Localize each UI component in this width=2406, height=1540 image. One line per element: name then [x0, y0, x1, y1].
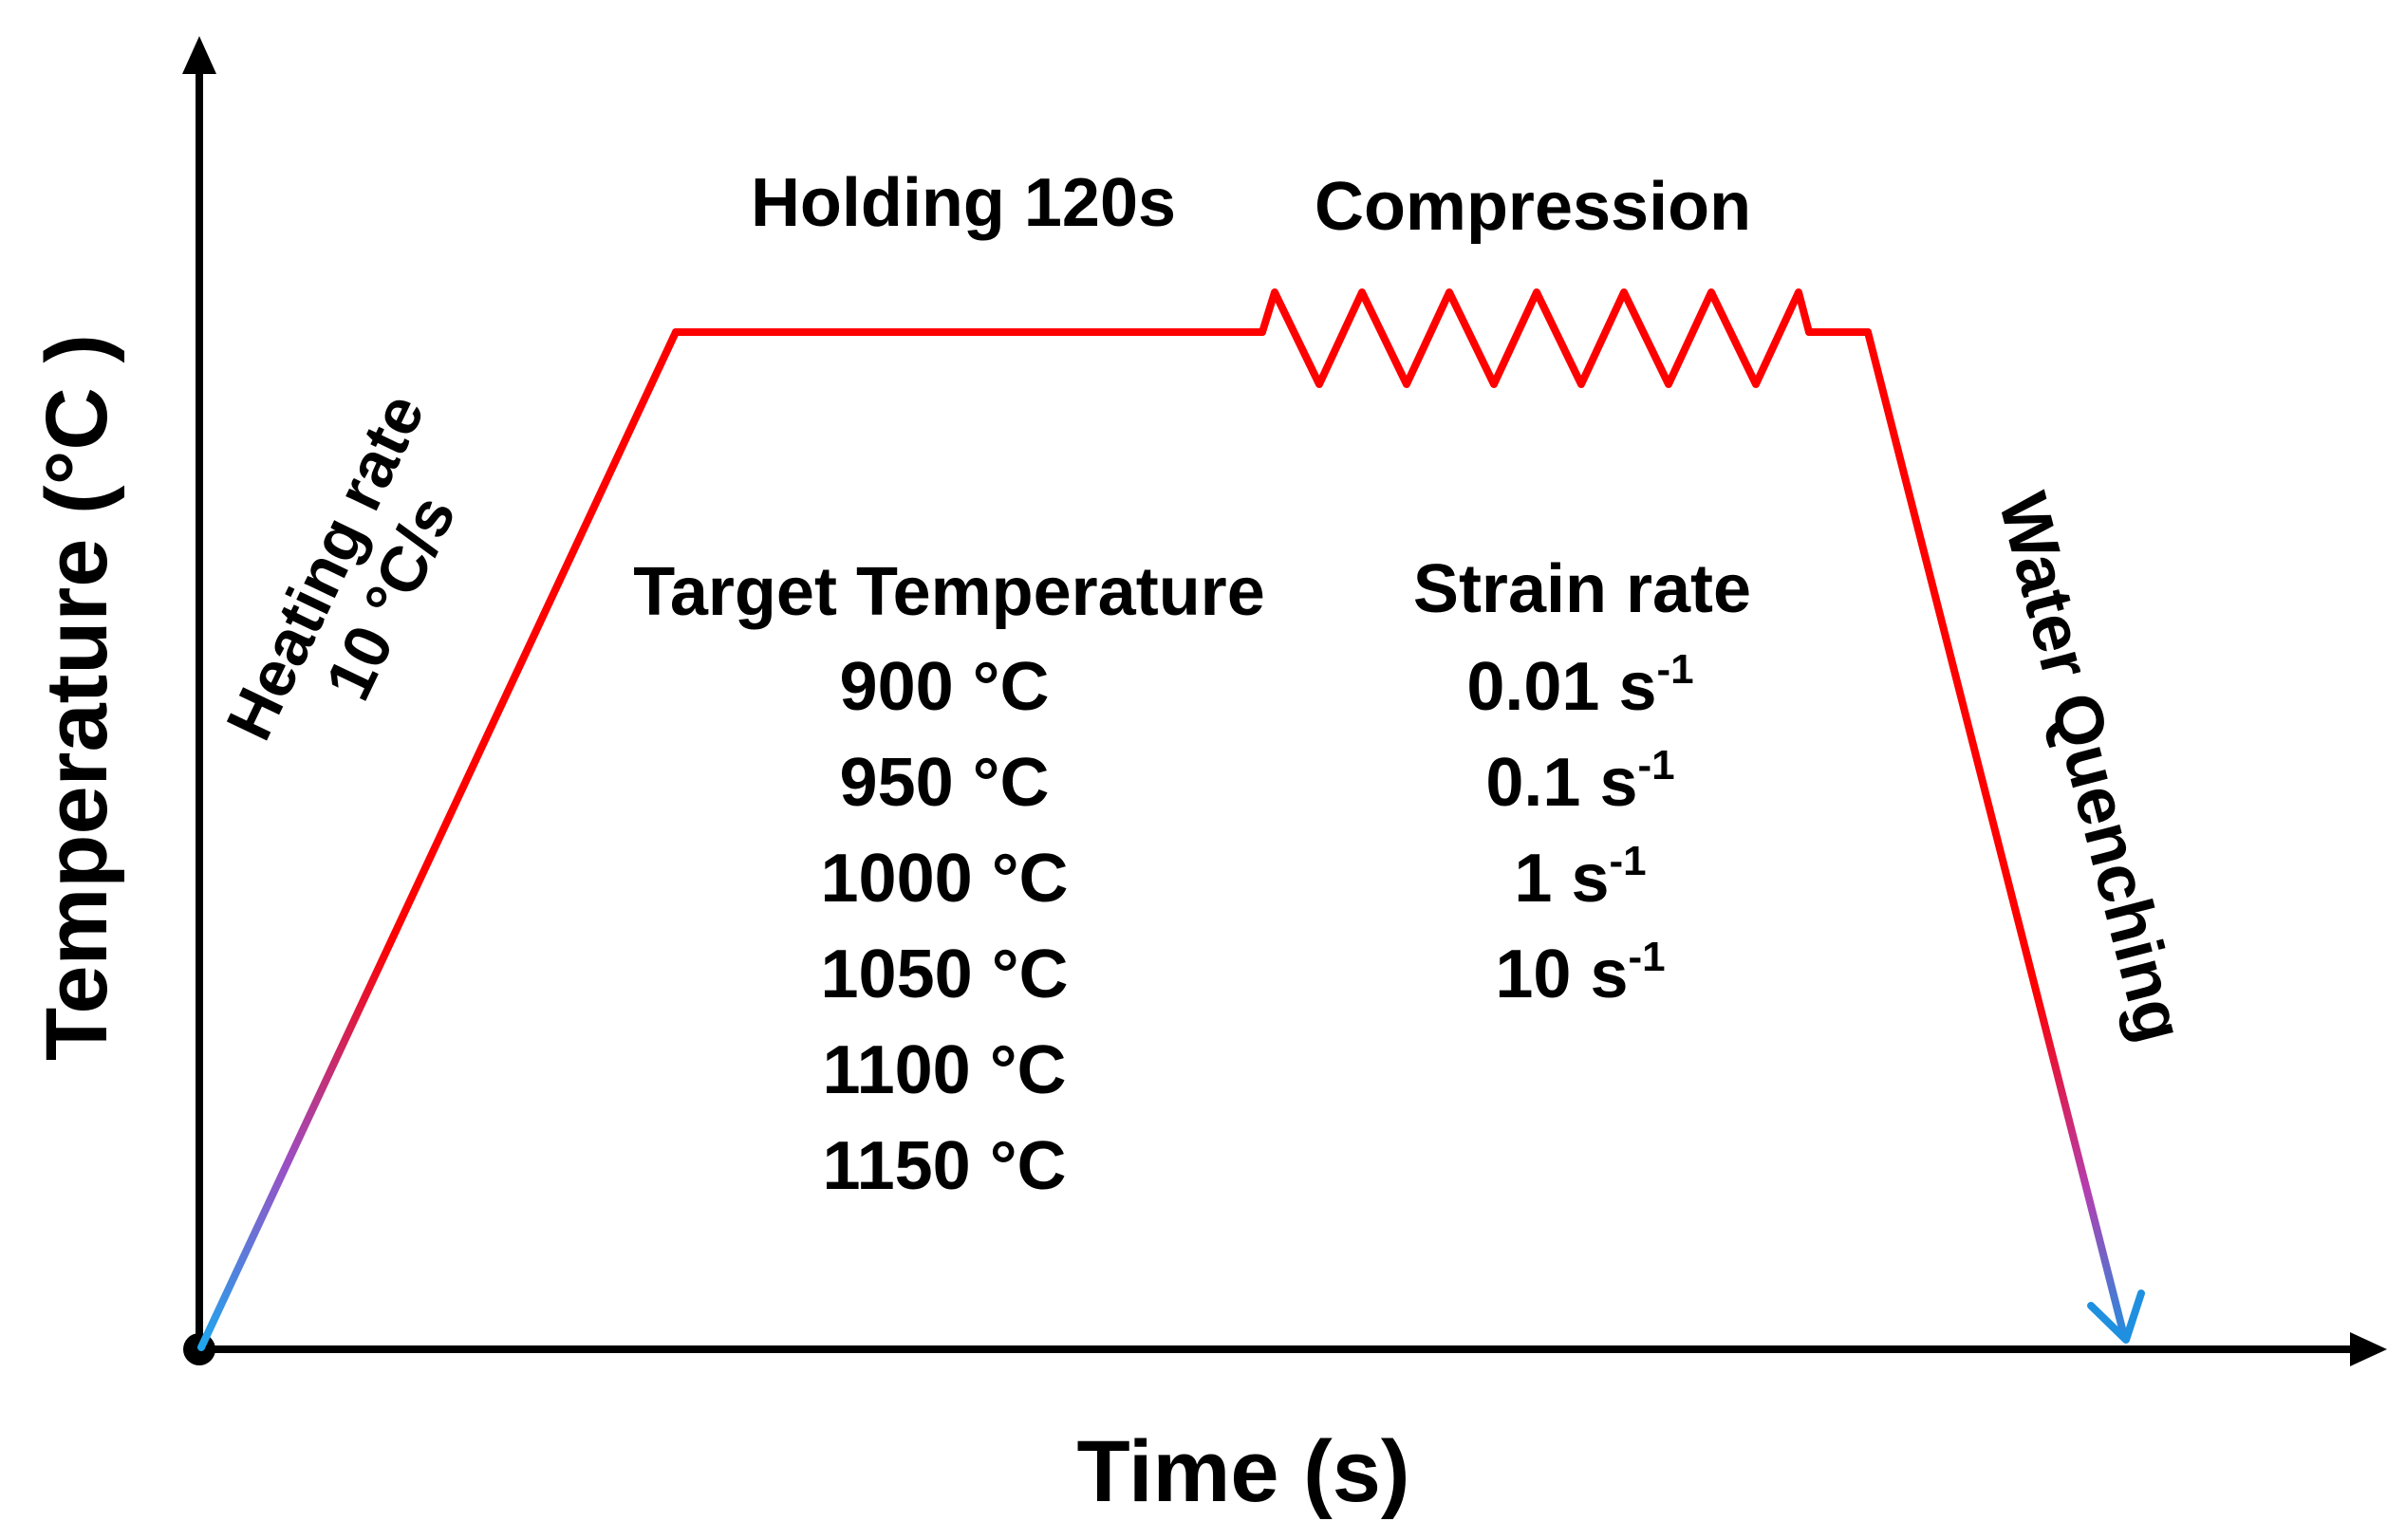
target-temperature-header: Target Temperature [633, 554, 1265, 630]
strain-rate-header: Strain rate [1413, 551, 1751, 627]
strain-rate-list: Strain rate 0.01 s-1 0.1 s-1 1 s-1 10 s-… [1413, 551, 1751, 1012]
temperature-value: 1050 °C [821, 937, 1069, 1012]
holding-label: Holding 120s [751, 165, 1176, 241]
x-axis-label: Time (s) [1076, 1423, 1409, 1520]
temperature-value: 1100 °C [823, 1032, 1067, 1108]
temperature-value: 900 °C [840, 649, 1050, 725]
quench-arrowhead [2087, 1290, 2145, 1344]
target-temperature-list: Target Temperature 900 °C 950 °C 1000 °C… [633, 554, 1265, 1204]
strain-rate-value: 0.01 s-1 [1466, 646, 1693, 725]
y-axis-arrowhead [182, 36, 216, 74]
axes [182, 36, 2387, 1366]
compression-zigzag [1259, 288, 1813, 388]
strain-rate-value: 1 s-1 [1514, 838, 1646, 917]
heating-segment [197, 328, 680, 1351]
temperature-value: 1000 °C [821, 841, 1069, 917]
heating-label: Heating rate 10 °C/s [213, 383, 470, 751]
compression-label: Compression [1315, 169, 1751, 245]
process-curve [197, 288, 2145, 1351]
x-axis-arrowhead [2350, 1332, 2387, 1366]
strain-rate-value: 10 s-1 [1495, 934, 1665, 1012]
temperature-value: 950 °C [840, 745, 1050, 821]
temperature-value: 1150 °C [823, 1128, 1067, 1204]
quenching-segment [1864, 328, 2128, 1340]
strain-rate-value: 0.1 s-1 [1485, 742, 1674, 821]
y-axis-label: Temperature (°C ) [28, 334, 125, 1061]
quenching-label: Water Quenching [1984, 486, 2198, 1050]
